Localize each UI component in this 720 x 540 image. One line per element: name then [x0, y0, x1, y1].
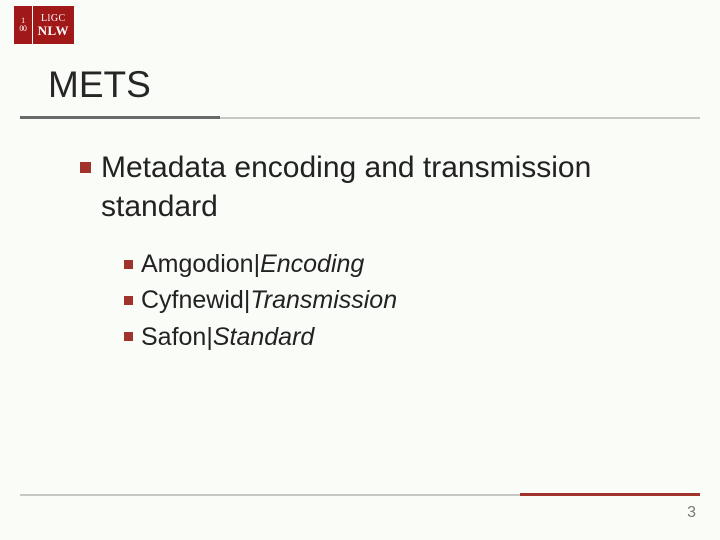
level1-item: Metadata encoding and transmission stand…	[80, 148, 680, 226]
welsh-term: Amgodion	[141, 246, 254, 282]
title-underline-dark	[20, 116, 220, 119]
logo-nlw: NLW	[38, 24, 69, 37]
list-item: Amgodion | Encoding	[124, 246, 397, 282]
bullet-icon	[124, 296, 133, 305]
heading-area: METS	[48, 64, 700, 110]
title-underline	[20, 116, 700, 120]
level2-list: Amgodion | Encoding Cyfnewid | Transmiss…	[124, 246, 397, 355]
english-term: Standard	[213, 319, 314, 355]
logo: 1 00 LlGC NLW	[14, 6, 74, 44]
list-item: Cyfnewid | Transmission	[124, 282, 397, 318]
level1-text: Metadata encoding and transmission stand…	[101, 148, 680, 226]
bullet-icon	[124, 332, 133, 341]
bullet-icon	[80, 162, 91, 173]
logo-badge-left: 1 00	[14, 6, 32, 44]
welsh-term: Cyfnewid	[141, 282, 244, 318]
bullet-icon	[124, 260, 133, 269]
english-term: Transmission	[250, 282, 397, 318]
slide-title: METS	[48, 64, 700, 110]
footer-accent	[520, 493, 700, 496]
list-item: Safon | Standard	[124, 319, 397, 355]
logo-100-bottom: 00	[19, 25, 26, 33]
english-term: Encoding	[260, 246, 364, 282]
logo-badge-right: LlGC NLW	[33, 6, 74, 44]
welsh-term: Safon	[141, 319, 206, 355]
page-number: 3	[687, 504, 696, 522]
